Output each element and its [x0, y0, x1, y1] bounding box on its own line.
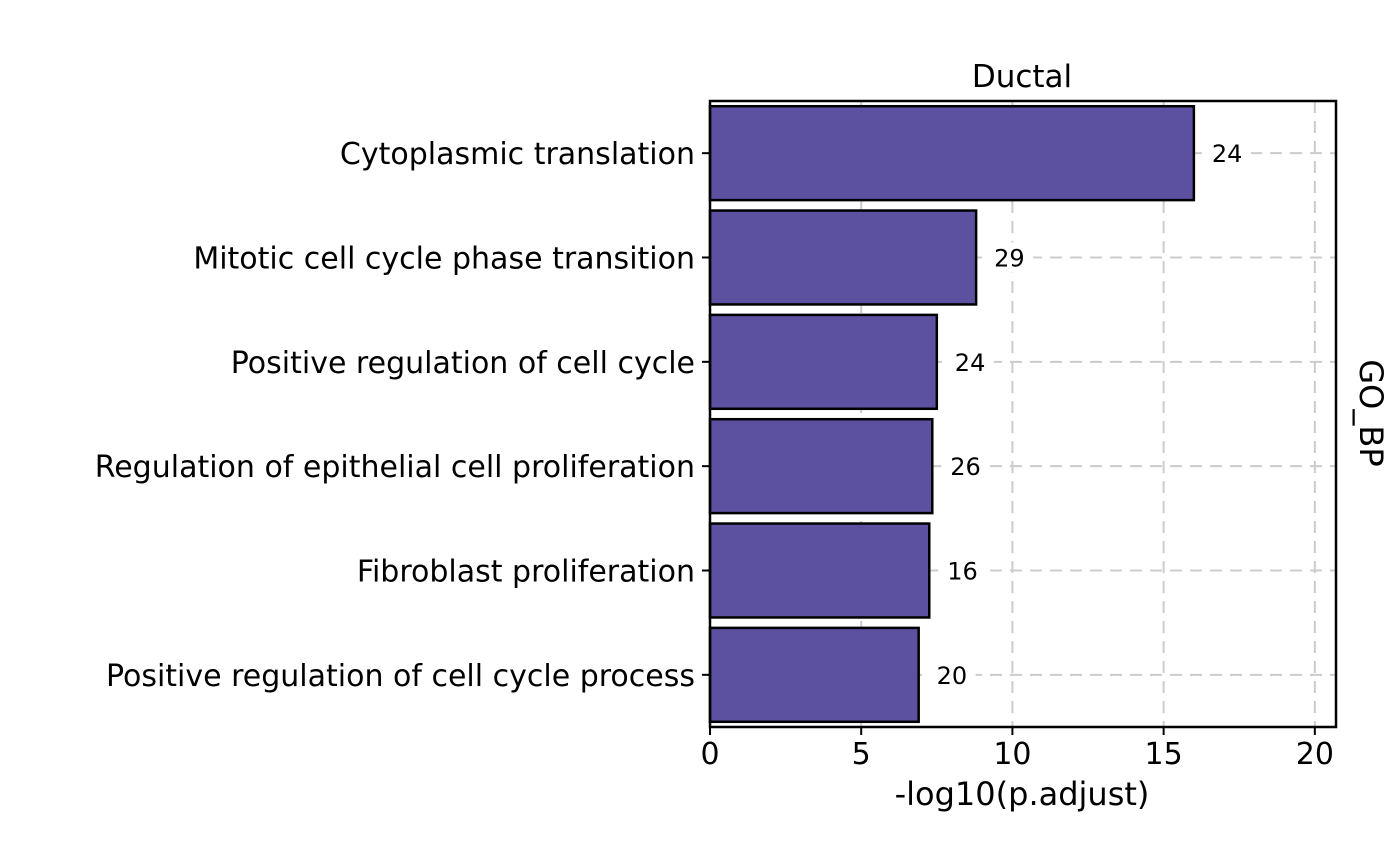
panel-border [708, 99, 1338, 729]
bar [708, 522, 931, 619]
y-tick-label: Mitotic cell cycle phase transition [193, 242, 695, 277]
y-tick-label: Regulation of epithelial cell proliferat… [95, 450, 695, 485]
x-tick-label: 5 [852, 737, 871, 772]
bar-value-label: 24 [1212, 140, 1243, 168]
x-tick-label: 20 [1296, 737, 1334, 772]
bar-value-label: 20 [937, 662, 968, 690]
bar-value-label: 16 [947, 558, 978, 586]
bar-label-backdrop [938, 555, 987, 586]
bar-labels-layer: 24 29 24 26 16 20 [927, 138, 1251, 690]
bar [708, 209, 978, 306]
bar-label-backdrop [985, 242, 1034, 273]
y-tick-label: Cytoplasmic translation [340, 137, 695, 172]
bar-value-label: 26 [950, 453, 981, 481]
bar [708, 417, 934, 515]
bar-value-label: 24 [955, 349, 986, 377]
bar [708, 626, 920, 724]
x-axis-title: -log10(p.adjust) [895, 775, 1150, 813]
x-axis: 0 5 10 15 20 [700, 727, 1334, 772]
strip-label: GO_BP [1352, 359, 1390, 466]
y-tick-label: Fibroblast proliferation [357, 555, 695, 590]
y-tick-label: Positive regulation of cell cycle proces… [106, 659, 695, 694]
bar-value-label: 29 [994, 245, 1025, 273]
x-tick-label: 0 [700, 737, 719, 772]
facet-title: Ductal [972, 59, 1072, 95]
y-axis: Cytoplasmic translation Mitotic cell cycl… [95, 137, 710, 694]
x-tick-label: 15 [1145, 737, 1183, 772]
bar-label-backdrop [927, 659, 976, 690]
bar-label-backdrop [941, 451, 990, 482]
bars-layer [708, 104, 1196, 724]
bar [708, 313, 939, 411]
y-tick-label: Positive regulation of cell cycle [231, 346, 695, 381]
bar-label-backdrop [945, 346, 994, 377]
bar-label-backdrop [1202, 138, 1251, 169]
bar [708, 104, 1196, 202]
x-tick-label: 10 [993, 737, 1031, 772]
